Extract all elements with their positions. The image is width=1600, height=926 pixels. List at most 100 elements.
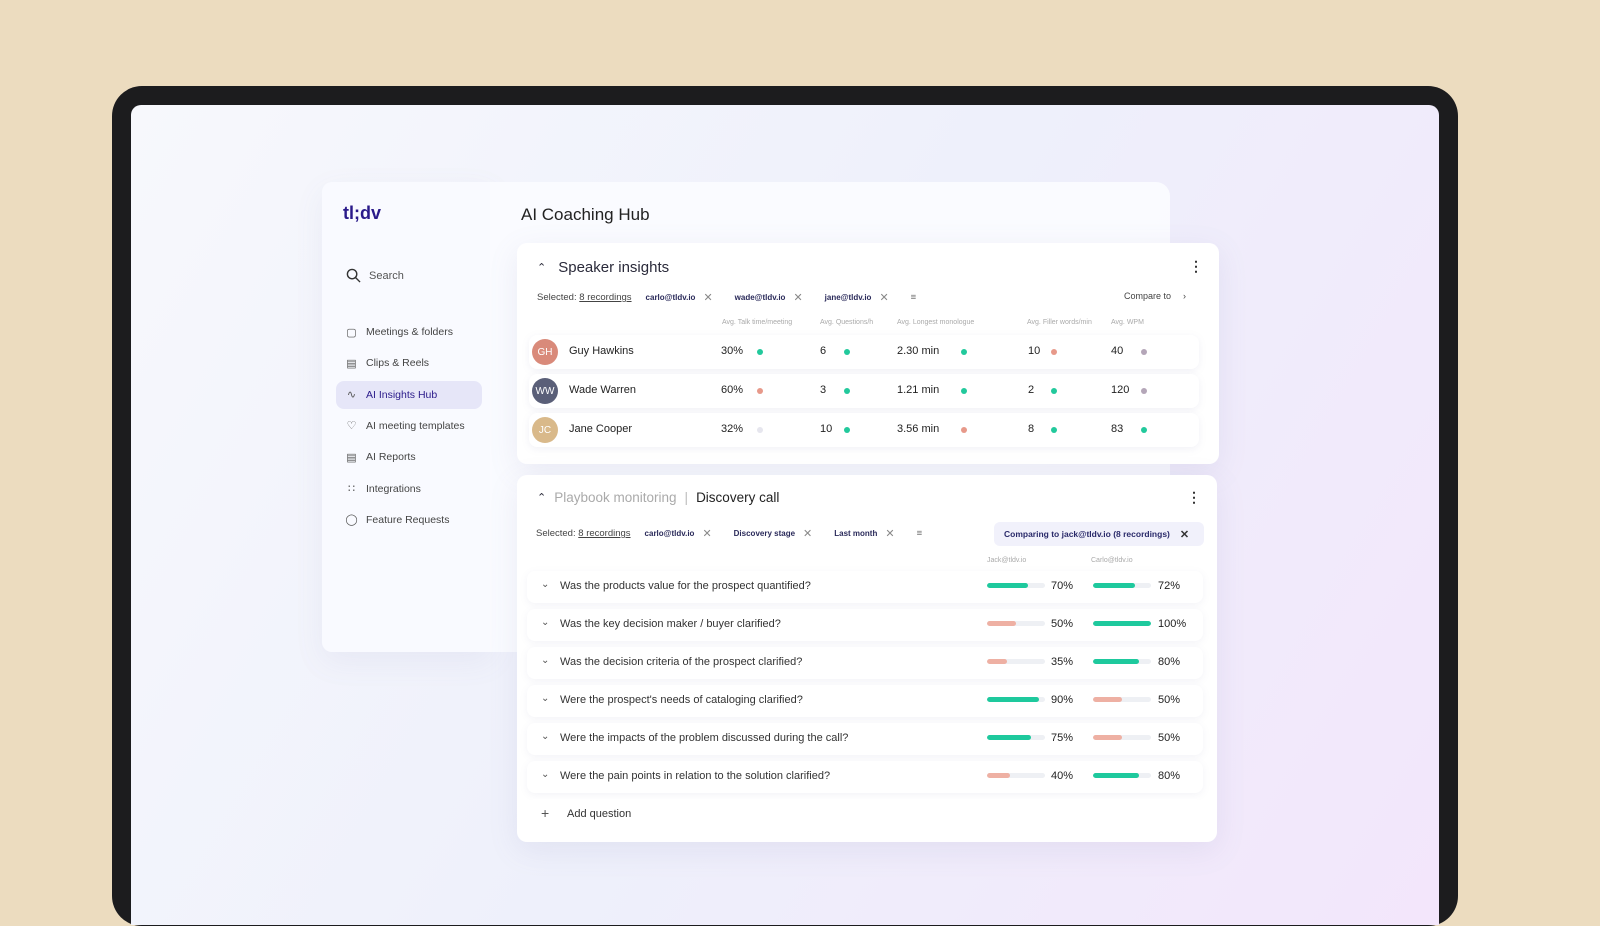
remove-chip-icon[interactable]: ✕	[879, 292, 889, 304]
score-jack: 35%	[1051, 656, 1074, 668]
sidebar-item-label: Integrations	[366, 482, 421, 495]
add-question-label: Add question	[567, 808, 632, 820]
tag-icon: ♡	[346, 420, 357, 433]
status-dot	[757, 427, 763, 433]
score-jack: 70%	[1051, 580, 1074, 592]
recordings-link[interactable]: 8 recordings	[579, 292, 632, 303]
sidebar-item[interactable]: ♡ AI meeting templates	[336, 412, 482, 440]
metric-value: 10	[1028, 345, 1041, 357]
sidebar-item[interactable]: ∿ AI Insights Hub	[336, 380, 482, 409]
score-bar-jack	[987, 621, 1045, 626]
question-row[interactable]: ⌄ Were the prospect's needs of cataloging…	[527, 685, 1203, 717]
question-row[interactable]: ⌄ Was the decision criteria of the prospe…	[527, 647, 1203, 679]
metric-value: 40	[1111, 345, 1124, 357]
chevron-down-icon[interactable]: ⌄	[541, 769, 550, 780]
compare-to-button[interactable]: Compare to ›	[1124, 291, 1186, 301]
status-dot	[844, 427, 850, 433]
avatar: GH	[532, 339, 558, 365]
speaker-row[interactable]: JC Jane Cooper 32% 10 3.56 min 8 83	[529, 413, 1199, 447]
section-label: Playbook monitoring	[554, 490, 677, 505]
metric-value: 2.30 min	[897, 345, 940, 357]
remove-chip-icon[interactable]: ✕	[793, 292, 803, 304]
filter-chip[interactable]: wade@tldv.io ✕	[735, 291, 803, 304]
score-carlo: 100%	[1158, 618, 1187, 630]
filter-chip[interactable]: jane@tldv.io ✕	[825, 291, 889, 304]
filter-chip[interactable]: Discovery stage ✕	[734, 527, 813, 540]
filter-chip[interactable]: carlo@tldv.io ✕	[645, 527, 712, 540]
score-carlo: 50%	[1158, 732, 1181, 744]
report-icon: ▤	[346, 451, 357, 464]
chevron-down-icon[interactable]: ⌄	[541, 617, 550, 628]
trend-icon: ∿	[346, 389, 357, 402]
add-question-button[interactable]: + Add question	[527, 799, 1203, 831]
metric-value: 60%	[721, 384, 744, 396]
sidebar-item-label: Feature Requests	[366, 513, 450, 526]
score-bar-carlo	[1093, 621, 1151, 626]
filter-chip[interactable]: Last month ✕	[834, 527, 894, 540]
speaker-name: Wade Warren	[569, 384, 637, 396]
question-text: Were the pain points in relation to the …	[560, 770, 831, 782]
collapse-icon[interactable]: ⌃	[537, 492, 547, 504]
chevron-down-icon[interactable]: ⌄	[541, 731, 550, 742]
clapper-icon: ▤	[346, 357, 357, 370]
filter-icon[interactable]: ≡	[916, 528, 923, 539]
search-label: Search	[369, 269, 404, 282]
more-options-icon[interactable]: ⋮	[1187, 489, 1201, 505]
sidebar-item-label: AI meeting templates	[366, 419, 465, 432]
question-row[interactable]: ⌄ Were the impacts of the problem discuss…	[527, 723, 1203, 755]
search-button[interactable]: Search	[346, 268, 404, 283]
remove-chip-icon[interactable]: ✕	[885, 528, 895, 540]
collapse-icon[interactable]: ⌃	[537, 262, 547, 274]
sidebar-item[interactable]: ◯ Feature Requests	[336, 506, 482, 534]
comparing-badge[interactable]: Comparing to jack@tldv.io (8 recordings)…	[994, 522, 1204, 546]
remove-chip-icon[interactable]: ✕	[803, 528, 813, 540]
bulb-icon: ◯	[345, 514, 358, 527]
status-dot	[1141, 349, 1147, 355]
status-dot	[844, 349, 850, 355]
metric-value: 32%	[721, 423, 744, 435]
status-dot	[961, 388, 967, 394]
selected-label: Selected: 8 recordings	[536, 528, 631, 539]
recordings-link[interactable]: 8 recordings	[578, 528, 631, 539]
status-dot	[1141, 427, 1147, 433]
close-icon[interactable]: ✕	[1179, 528, 1190, 541]
remove-chip-icon[interactable]: ✕	[703, 292, 713, 304]
filter-chip[interactable]: carlo@tldv.io ✕	[646, 291, 713, 304]
filter-icon[interactable]: ≡	[910, 292, 917, 303]
comparing-label: Comparing to jack@tldv.io (8 recordings)	[1004, 529, 1170, 539]
sidebar-item[interactable]: ∷ Integrations	[336, 475, 482, 503]
speaker-name: Guy Hawkins	[569, 345, 634, 357]
question-row[interactable]: ⌄ Was the key decision maker / buyer clar…	[527, 609, 1203, 641]
score-jack: 50%	[1051, 618, 1074, 630]
question-text: Was the products value for the prospect …	[560, 580, 811, 592]
sidebar-item[interactable]: ▢ Meetings & folders	[336, 318, 482, 346]
sidebar-item[interactable]: ▤ AI Reports	[336, 443, 482, 471]
remove-chip-icon[interactable]: ✕	[702, 528, 712, 540]
score-jack: 75%	[1051, 732, 1074, 744]
logo[interactable]: tl;dv	[343, 203, 381, 223]
score-bar-carlo	[1093, 697, 1151, 702]
score-jack: 90%	[1051, 694, 1074, 706]
question-row[interactable]: ⌄ Was the products value for the prospect…	[527, 571, 1203, 603]
chevron-down-icon[interactable]: ⌄	[541, 579, 550, 590]
score-carlo: 72%	[1158, 580, 1181, 592]
score-carlo: 80%	[1158, 656, 1181, 668]
question-row[interactable]: ⌄ Were the pain points in relation to the…	[527, 761, 1203, 793]
score-bar-jack	[987, 697, 1045, 702]
metric-value: 30%	[721, 345, 744, 357]
chevron-down-icon[interactable]: ⌄	[541, 655, 550, 666]
playbook-panel: ⌃ Playbook monitoring | Discovery call ⋮…	[517, 475, 1217, 842]
video-icon: ▢	[346, 326, 357, 339]
chevron-down-icon[interactable]: ⌄	[541, 693, 550, 704]
more-options-icon[interactable]: ⋮	[1189, 258, 1203, 274]
speaker-row[interactable]: GH Guy Hawkins 30% 6 2.30 min 10 40	[529, 335, 1199, 369]
speaker-row[interactable]: WW Wade Warren 60% 3 1.21 min 2 120	[529, 374, 1199, 408]
score-carlo: 80%	[1158, 770, 1181, 782]
metric-value: 10	[820, 423, 833, 435]
sidebar-item[interactable]: ▤ Clips & Reels	[336, 349, 482, 377]
score-bar-carlo	[1093, 583, 1151, 588]
status-dot	[961, 427, 967, 433]
speaker-insights-panel: ⌃ Speaker insights ⋮ Selected: 8 recordi…	[517, 243, 1219, 464]
question-text: Were the impacts of the problem discusse…	[560, 732, 849, 744]
metric-value: 1.21 min	[897, 384, 940, 396]
